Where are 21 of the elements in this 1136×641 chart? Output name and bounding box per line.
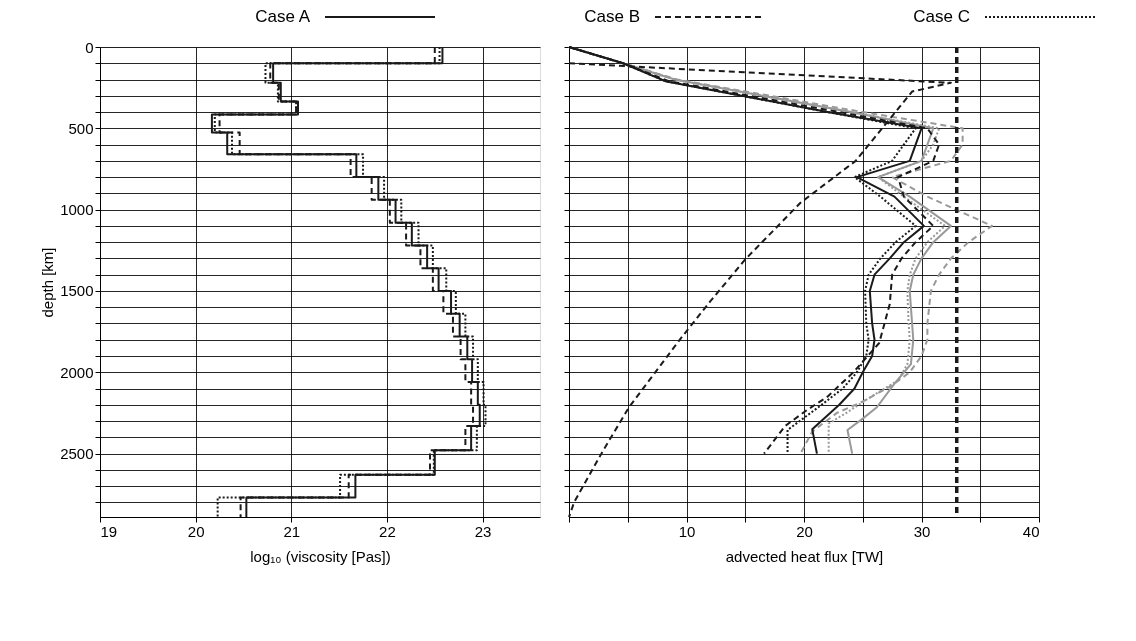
x-tick-label: 22 [379,522,396,540]
x-tick-label: 40 [1022,522,1040,540]
x-tick-label: 20 [796,522,813,540]
y-tick-label: 2000 [60,363,94,381]
text: Case A [255,7,311,26]
y-tick-label: 0 [85,38,94,56]
y-tick-label: 500 [68,119,94,137]
x-tick-label: 30 [913,522,931,540]
y-tick-label: 2500 [60,445,94,463]
x-axis-title: advected heat flux [TW] [725,547,884,565]
text: Case B [584,7,640,26]
x-tick-label: 21 [283,522,301,540]
x-tick-label: 10 [678,522,696,540]
text: Case C [913,7,970,26]
x-tick-label: 19 [100,522,118,540]
y-tick-label: 1000 [60,201,94,219]
y-tick-label: 1500 [60,282,94,300]
x-axis-title: log₁₀ (viscosity [Pas]) [250,547,391,565]
x-tick-label: 23 [474,522,492,540]
y-axis-title: depth [km] [39,247,57,318]
x-tick-label: 20 [187,522,205,540]
